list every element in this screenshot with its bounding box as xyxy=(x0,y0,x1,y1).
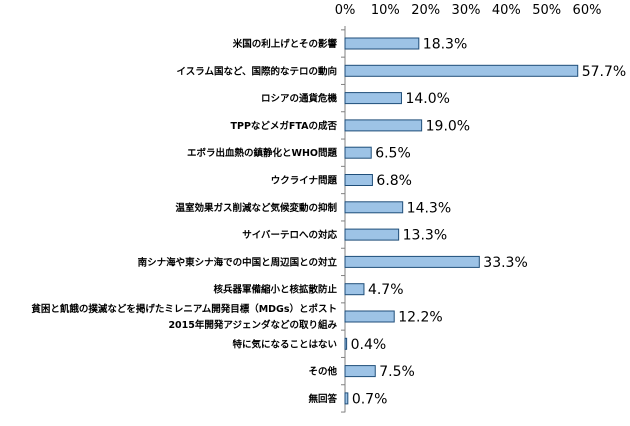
x-tick-label: 60% xyxy=(573,3,602,18)
x-tick-label: 30% xyxy=(452,3,481,18)
data-label: 57.7% xyxy=(582,64,626,80)
data-label: 14.0% xyxy=(405,91,449,107)
bar xyxy=(344,228,400,241)
data-label: 14.3% xyxy=(407,200,451,216)
bar xyxy=(344,365,376,378)
category-label: サイバーテロへの対応 xyxy=(242,229,337,241)
data-label: 18.3% xyxy=(423,37,467,53)
category-label: 貧困と飢餓の撲滅などを掲げたミレニアム開発目標（MDGs）とポスト xyxy=(31,303,337,315)
data-label: 13.3% xyxy=(403,228,447,244)
category-label: 2015年開発アジェンダなどの取り組み xyxy=(168,319,337,331)
bar xyxy=(344,337,348,350)
bar xyxy=(344,283,365,296)
bar xyxy=(344,146,372,159)
category-label: 無回答 xyxy=(308,393,337,405)
data-label: 0.7% xyxy=(352,391,388,407)
bar xyxy=(344,92,402,105)
data-label: 6.8% xyxy=(376,173,412,189)
bar xyxy=(344,392,349,405)
bar xyxy=(344,174,373,186)
x-tick-label: 20% xyxy=(411,3,440,18)
x-tick-label: 40% xyxy=(492,3,521,18)
bars xyxy=(344,37,579,405)
data-label: 6.5% xyxy=(375,146,411,162)
data-label: 12.2% xyxy=(398,310,442,326)
category-label: その他 xyxy=(308,366,337,378)
data-label: 0.4% xyxy=(351,337,387,353)
category-label: ウクライナ問題 xyxy=(271,175,338,187)
bar xyxy=(344,64,579,77)
bar xyxy=(344,310,395,323)
data-label: 4.7% xyxy=(368,282,404,298)
category-label: 核兵器軍備縮小と核拡散防止 xyxy=(213,284,337,296)
bar xyxy=(344,255,480,268)
x-tick-label: 0% xyxy=(335,3,356,18)
category-label: 温室効果ガス削減など気候変動の抑制 xyxy=(175,202,337,214)
category-label: 南シナ海や東シナ海での中国と周辺国との対立 xyxy=(138,256,338,268)
data-label: 7.5% xyxy=(379,364,415,380)
category-label: エボラ出血熱の鎮静化とWHO問題 xyxy=(187,147,338,159)
bar xyxy=(344,119,423,132)
category-label: ロシアの通貨危機 xyxy=(261,93,338,105)
x-tick-label: 50% xyxy=(532,3,561,18)
data-labels: 18.3% 57.7% 14.0% 19.0% 6.5% 6.8% 14.3% 13.3% 33… xyxy=(351,37,627,408)
category-label: 米国の利上げとその影響 xyxy=(232,38,338,50)
x-axis: 0% 10% 20% 30% 40% 50% 60% xyxy=(335,3,602,18)
x-tick-label: 10% xyxy=(371,3,400,18)
bar xyxy=(344,37,420,50)
category-label: 特に気になることはない xyxy=(232,338,337,350)
bar xyxy=(344,201,404,214)
category-label: イスラム国など、国際的なテロの動向 xyxy=(177,65,337,77)
data-label: 33.3% xyxy=(483,255,527,271)
category-label: TPPなどメガFTAの成否 xyxy=(231,120,338,132)
data-label: 19.0% xyxy=(426,118,470,134)
